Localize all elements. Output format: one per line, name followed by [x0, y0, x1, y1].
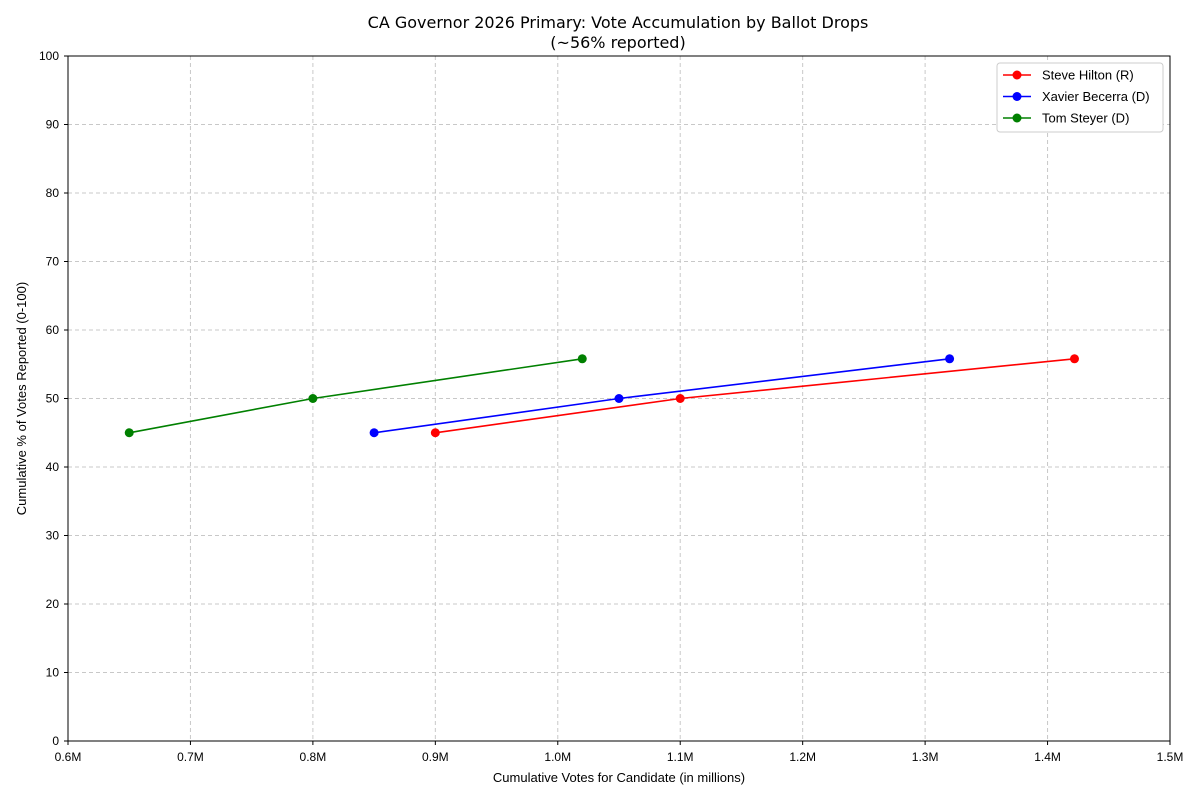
x-tick-label: 0.9M — [422, 750, 449, 764]
series-line — [373, 358, 950, 434]
chart-title: CA Governor 2026 Primary: Vote Accumulat… — [368, 13, 869, 32]
data-point — [614, 394, 624, 403]
y-tick-label: 100 — [39, 49, 59, 63]
x-tick-label: 1.4M — [1034, 750, 1061, 764]
y-tick-label: 60 — [46, 323, 60, 337]
axis-ticks: 0.6M 0.7M 0.8M 0.9M 1.0M 1.1M 1.2M 1.3M 1.4M 1.5M… — [39, 49, 1183, 764]
legend-label: Xavier Becerra (D) — [1042, 89, 1150, 104]
x-tick-label: 1.5M — [1157, 750, 1184, 764]
y-axis-label: Cumulative % of Votes Reported (0-100) — [14, 282, 29, 515]
data-point — [945, 354, 955, 364]
x-tick-label: 0.8M — [300, 750, 327, 764]
y-tick-label: 30 — [46, 529, 60, 543]
legend: Steve Hilton (R) Xavier Becerra (D) Tom St… — [996, 62, 1164, 133]
legend-label: Steve Hilton (R) — [1042, 68, 1134, 83]
y-tick-label: 40 — [46, 460, 60, 474]
x-axis-label: Cumulative Votes for Candidate (in milli… — [493, 770, 745, 785]
data-point — [430, 428, 440, 438]
data-point — [124, 428, 134, 438]
plot-frame — [67, 55, 1171, 742]
series-line — [435, 358, 1075, 434]
y-tick-label: 50 — [46, 392, 60, 406]
legend-marker — [1012, 113, 1022, 123]
grid — [68, 56, 1170, 741]
y-tick-label: 20 — [46, 597, 60, 611]
data-point — [675, 394, 685, 403]
y-tick-label: 90 — [46, 118, 60, 132]
series-steve-hilton-r — [430, 354, 1079, 438]
y-tick-label: 0 — [52, 734, 59, 748]
legend-marker — [1012, 70, 1022, 80]
data-point — [1069, 354, 1079, 364]
legend-item-tom-steyer-d: Tom Steyer (D) — [1003, 111, 1129, 126]
legend-label: Tom Steyer (D) — [1042, 111, 1129, 126]
legend-item-xavier-becerra-d: Xavier Becerra (D) — [1003, 89, 1150, 104]
series-layer — [124, 354, 1079, 438]
data-point — [308, 394, 318, 403]
x-tick-label: 1.0M — [544, 750, 571, 764]
data-point — [369, 428, 379, 438]
legend-marker — [1012, 92, 1022, 101]
legend-frame — [996, 62, 1164, 133]
y-tick-label: 80 — [46, 186, 60, 200]
x-tick-label: 1.3M — [912, 750, 939, 764]
x-tick-label: 1.2M — [789, 750, 816, 764]
legend-item-steve-hilton-r: Steve Hilton (R) — [1003, 68, 1134, 83]
y-tick-label: 70 — [46, 255, 60, 269]
series-tom-steyer-d — [124, 354, 587, 438]
chart-subtitle: (~56% reported) — [550, 33, 685, 52]
data-point — [577, 354, 587, 364]
x-tick-label: 0.7M — [177, 750, 204, 764]
series-xavier-becerra-d — [369, 354, 955, 438]
x-tick-label: 0.6M — [55, 750, 82, 764]
y-tick-label: 10 — [46, 666, 60, 680]
x-tick-label: 1.1M — [667, 750, 694, 764]
